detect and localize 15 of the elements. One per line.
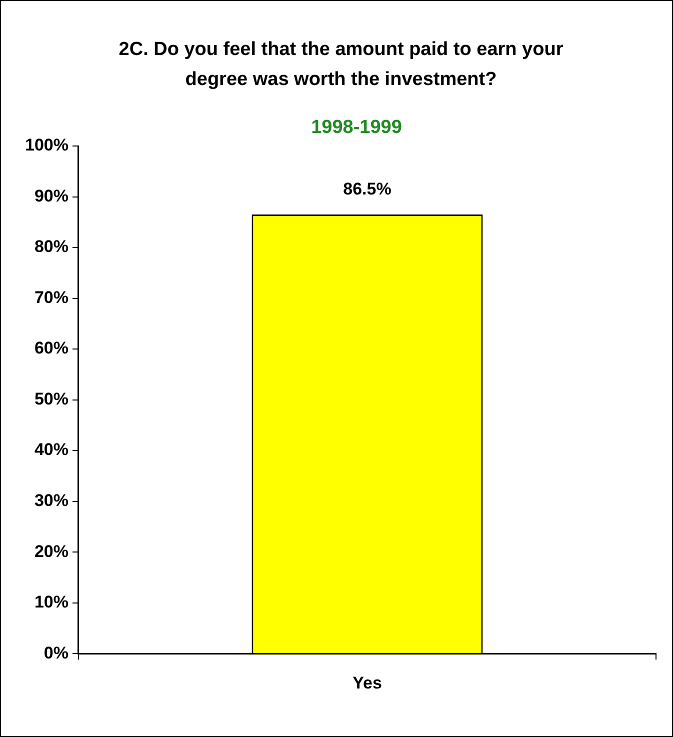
y-tick-label: 100% <box>24 136 68 155</box>
x-tick-label: Yes <box>352 673 382 692</box>
y-tick-label: 30% <box>34 491 68 510</box>
chart-subtitle: 1998-1999 <box>311 117 402 138</box>
y-tick-label: 90% <box>34 186 68 206</box>
y-tick-label: 60% <box>34 338 68 358</box>
y-tick-label: 10% <box>34 592 68 612</box>
y-tick-label: 70% <box>34 288 68 307</box>
y-tick-label: 50% <box>34 389 68 408</box>
data-label: 86.5% <box>343 180 392 199</box>
y-tick-label: 20% <box>34 542 68 561</box>
chart-title: 2C. Do you feel that the amount paid to earn your degree was worth the investment? <box>118 38 564 92</box>
y-tick-label: 40% <box>34 440 68 460</box>
y-tick-label: 0% <box>44 643 68 662</box>
y-tick-label: 80% <box>34 237 68 256</box>
